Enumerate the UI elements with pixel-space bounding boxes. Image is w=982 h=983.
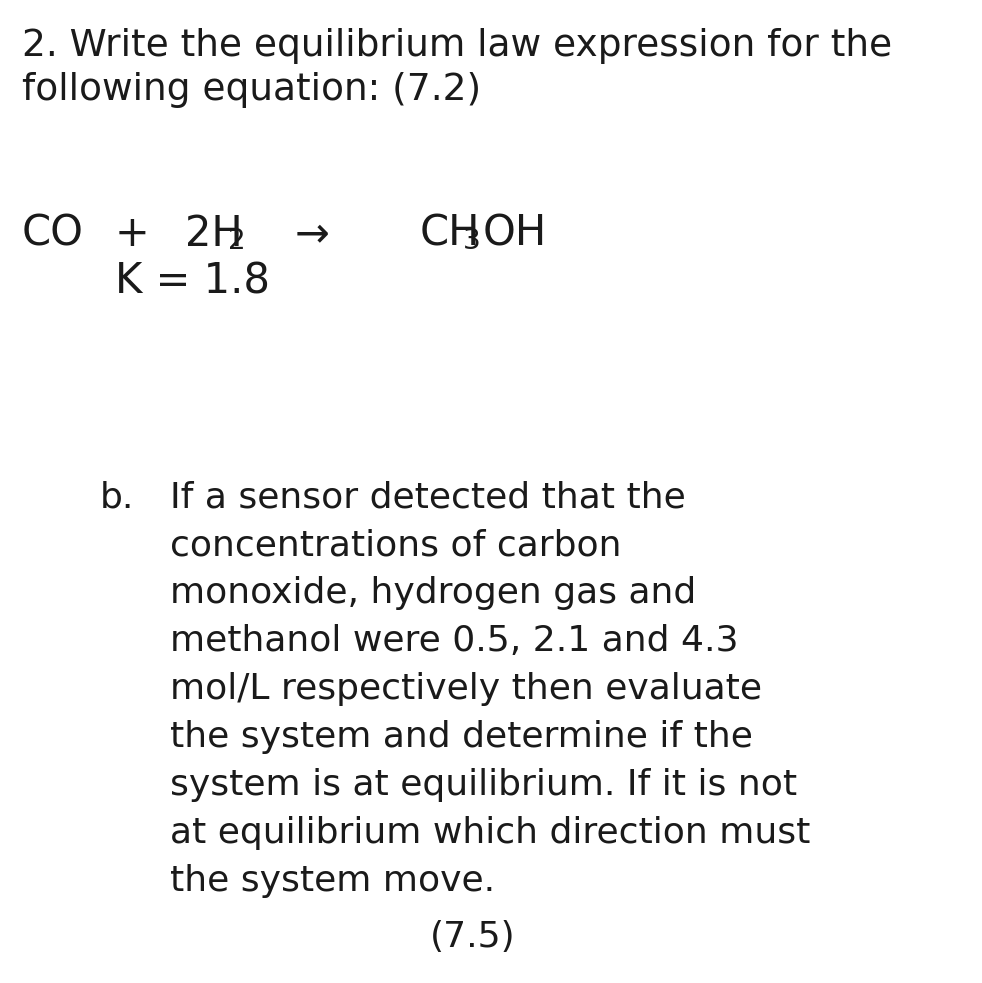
Text: →: → xyxy=(295,213,330,255)
Text: following equation: (7.2): following equation: (7.2) xyxy=(22,72,481,108)
Text: monoxide, hydrogen gas and: monoxide, hydrogen gas and xyxy=(170,576,696,610)
Text: K = 1.8: K = 1.8 xyxy=(115,261,270,303)
Text: CO: CO xyxy=(22,213,84,255)
Text: OH: OH xyxy=(483,213,547,255)
Text: the system and determine if the: the system and determine if the xyxy=(170,720,753,754)
Text: 3: 3 xyxy=(463,227,481,255)
Text: methanol were 0.5, 2.1 and 4.3: methanol were 0.5, 2.1 and 4.3 xyxy=(170,624,738,658)
Text: +: + xyxy=(115,213,149,255)
Text: (7.5): (7.5) xyxy=(430,920,516,954)
Text: system is at equilibrium. If it is not: system is at equilibrium. If it is not xyxy=(170,768,797,802)
Text: concentrations of carbon: concentrations of carbon xyxy=(170,528,622,562)
Text: 2: 2 xyxy=(228,227,246,255)
Text: 2. Write the equilibrium law expression for the: 2. Write the equilibrium law expression … xyxy=(22,28,892,64)
Text: If a sensor detected that the: If a sensor detected that the xyxy=(170,480,685,514)
Text: b.: b. xyxy=(100,480,135,514)
Text: CH: CH xyxy=(420,213,480,255)
Text: 2H: 2H xyxy=(185,213,243,255)
Text: the system move.: the system move. xyxy=(170,864,495,898)
Text: at equilibrium which direction must: at equilibrium which direction must xyxy=(170,816,810,850)
Text: mol/L respectively then evaluate: mol/L respectively then evaluate xyxy=(170,672,762,706)
